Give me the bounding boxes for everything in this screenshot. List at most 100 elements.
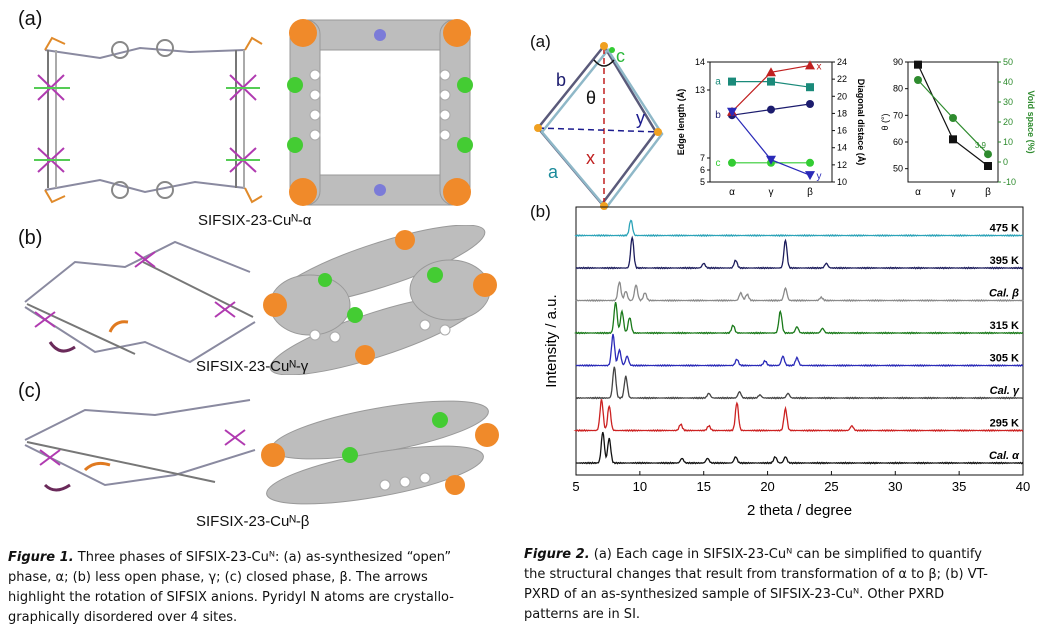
chart3-series-label: Cal. β: [989, 288, 1019, 300]
cage-label-a: a: [548, 162, 559, 182]
chart3-xlabel: 2 theta / degree: [747, 502, 852, 519]
chart3-series-label: 395 K: [990, 255, 1019, 267]
chart3-series-label: Cal. γ: [990, 385, 1020, 397]
figure1-caption-line1: Three phases of SIFSIX-23-Cuᴺ: (a) as-sy…: [73, 550, 452, 565]
cage-beta-spacefill-model: [261, 400, 499, 505]
chart2-data-point: [949, 114, 957, 122]
chart1-ytick-label: 7: [700, 153, 705, 163]
chart2-data-point: [914, 60, 922, 69]
chart1-data-point: [805, 60, 815, 70]
phase-label-beta: SIFSIX-23-Cuᴺ-β: [196, 513, 310, 530]
cage-gamma-stick-model: [24, 240, 256, 364]
chart3-xtick-label: 5: [572, 479, 579, 494]
chart2-y2tick-label: 20: [1003, 117, 1013, 127]
cage-label-x: x: [586, 148, 595, 168]
chart1-series-label: a: [715, 77, 721, 88]
fig1-panel-c-label: (c): [18, 380, 42, 402]
chart1-xtick-label: γ: [769, 187, 774, 198]
chart3-pattern-trace: [574, 219, 1024, 238]
cage-label-c: c: [616, 46, 625, 66]
theta-void-chart: 50 60 70 80 90 -10 0 10 20 30 40 50 α γ β θ (°) Void spa…: [880, 57, 1036, 198]
figure1-caption-line2: phase, α; (b) less open phase, γ; (c) cl…: [8, 570, 428, 585]
chart3-xtick-label: 25: [824, 479, 838, 494]
chart3-ylabel: Intensity / a.u.: [543, 294, 560, 387]
chart3-pattern-trace: [574, 301, 1024, 335]
figure2-caption-line2: the structural changes that result from …: [524, 567, 988, 582]
cage-label-y: y: [636, 108, 645, 128]
chart2-ytick-label: 50: [893, 164, 903, 174]
chart1-y2tick-label: 24: [837, 57, 847, 67]
cage-alpha-stick-model: [34, 36, 263, 204]
chart1-series-label: y: [817, 171, 822, 182]
figure2-caption-line3: PXRD of an as-synthesized sample of SIFS…: [524, 587, 945, 602]
chart2-data-point: [949, 135, 957, 144]
vt-pxrd-chart: 5 10 15 20 25 30 35 40 2 theta / degree Intensity…: [543, 206, 1030, 519]
chart3-series-label: Cal. α: [989, 450, 1020, 462]
chart3-series-label: 305 K: [990, 353, 1019, 365]
chart1-ytick-label: 6: [700, 165, 705, 175]
chart1-series-label: b: [715, 110, 721, 121]
chart2-xtick-label: β: [985, 187, 991, 198]
chart2-y2tick-label: -10: [1003, 177, 1016, 187]
chart3-xtick-label: 20: [760, 479, 774, 494]
figure1-caption-line3: highlight the rotation of SIFSIX anions.…: [8, 590, 454, 605]
chart1-y2tick-label: 22: [837, 74, 847, 84]
chart1-series-label: c: [716, 158, 721, 169]
fig2-panel-a-label: (a): [530, 32, 551, 51]
chart3-xtick-label: 35: [952, 479, 966, 494]
chart1-y2tick-label: 14: [837, 143, 847, 153]
chart3-frame: [575, 206, 1024, 476]
cage-label-theta: θ: [586, 88, 596, 108]
chart1-frame: [709, 61, 833, 183]
chart3-pattern-trace: [575, 366, 1024, 400]
fig1-panel-b-label: (b): [18, 227, 43, 249]
cage-gamma-spacefill-model: [263, 225, 497, 375]
chart1-xtick-label: α: [729, 187, 735, 198]
chart1-y2label: Diagonal distace (Å): [856, 79, 866, 166]
chart2-ytick-label: 70: [893, 110, 903, 120]
chart1-data-point: [767, 77, 775, 86]
fig2-panel-b-label: (b): [530, 202, 551, 221]
chart2-y2tick-label: 50: [1003, 57, 1013, 67]
chart1-data-point: [728, 158, 736, 167]
chart2-data-point: [984, 162, 992, 170]
chart3-pattern-trace: [573, 399, 1024, 433]
chart3-xtick-label: 10: [633, 479, 647, 494]
chart1-xtick-label: β: [807, 187, 813, 198]
chart1-data-point: [806, 100, 814, 108]
chart3-xtick-label: 15: [696, 479, 710, 494]
chart1-y2tick-label: 16: [837, 126, 847, 136]
chart2-xtick-label: γ: [951, 187, 956, 198]
chart3-xtick-label: 30: [888, 479, 902, 494]
figure1-caption-label: Figure 1.: [8, 550, 74, 565]
chart1-data-point: [728, 77, 736, 86]
cage-geometry-diagram: b c θ y x a: [534, 42, 664, 210]
chart1-ytick-label: 5: [700, 177, 705, 187]
chart3-pattern-trace: [575, 333, 1024, 368]
cage-alpha-spacefill-model: [287, 19, 473, 206]
chart2-y2tick-label: 10: [1003, 137, 1013, 147]
cage-label-b: b: [556, 70, 566, 90]
figure1-caption: Figure 1. Three phases of SIFSIX-23-Cuᴺ:…: [8, 548, 518, 628]
chart1-data-point: [767, 105, 775, 114]
figure2-caption: Figure 2. (a) Each cage in SIFSIX-23-Cuᴺ…: [524, 545, 1044, 625]
chart2-y2tick-label: 40: [1003, 77, 1013, 87]
edge-diagonal-chart: 5 6 7 13 14 10 12 14 16 18 20 22 24 α γ β Edge length (Å…: [676, 57, 866, 198]
chart2-ytick-label: 90: [893, 57, 903, 67]
fig1-panel-a-label: (a): [18, 8, 43, 30]
cage-beta-stick-model: [24, 399, 256, 492]
phase-label-alpha: SIFSIX-23-Cuᴺ-α: [198, 212, 312, 229]
chart1-data-point: [805, 171, 815, 181]
chart3-series-label: 475 K: [990, 223, 1019, 235]
chart3-pattern-trace: [576, 431, 1024, 465]
chart2-ytick-label: 80: [893, 84, 903, 94]
chart2-y2tick-label: 0: [1003, 157, 1008, 167]
chart1-data-point: [806, 83, 814, 92]
chart2-data-point: [984, 150, 992, 159]
chart1-data-point: [766, 155, 776, 165]
chart1-ytick-label: 14: [695, 57, 705, 67]
figure2-caption-label: Figure 2.: [524, 547, 590, 562]
chart3-pattern-trace: [575, 235, 1024, 270]
chart2-ylabel: θ (°): [880, 113, 890, 130]
chart3-series-label: 315 K: [990, 320, 1019, 332]
